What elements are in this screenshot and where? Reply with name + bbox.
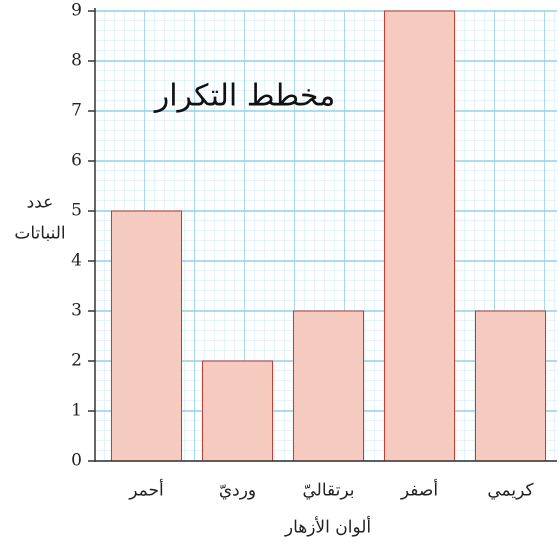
y-tick-label: 7 [71,101,82,121]
y-tick-label: 3 [71,301,82,321]
bar [474,310,547,462]
x-tick-label: أصفر [400,479,438,501]
bar [201,360,274,462]
y-tick-label: 5 [71,201,82,221]
y-tick-label: 2 [71,351,82,371]
y-tick-label: 1 [71,401,82,421]
bars [110,10,547,462]
x-tick-label: برتقاليّ [303,481,355,501]
bar [110,210,183,462]
y-axis-label: عدد [27,193,54,213]
x-axis-label: ألوان الأزهار [284,516,371,538]
bar [383,10,456,462]
y-tick-label: 8 [71,51,82,71]
x-tick-label: ورديّ [219,481,256,501]
y-tick-label: 4 [71,251,82,271]
x-tick-label: أحمر [128,479,163,501]
y-axis-label: النباتات [14,224,65,244]
y-tick-label: 9 [71,1,82,21]
y-tick-label: 6 [71,151,82,171]
bar [292,310,365,462]
y-tick-label: 0 [71,451,82,471]
chart-title: مخطط التكرار [153,79,336,114]
x-tick-label: كريمي [487,481,534,501]
